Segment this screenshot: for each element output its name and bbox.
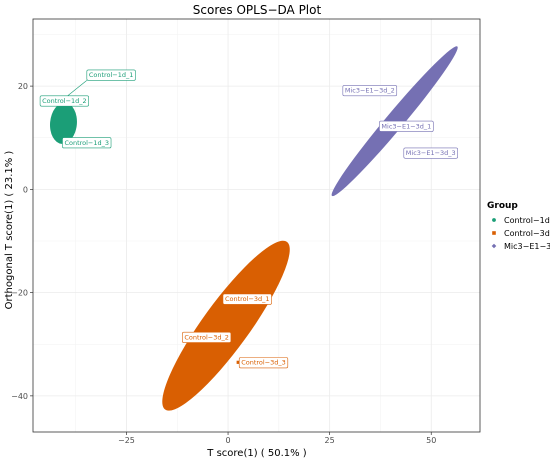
y-axis-title: Orthogonal T score(1) ( 23.1% ) bbox=[4, 151, 15, 310]
legend-label: Control−1d bbox=[504, 216, 550, 225]
data-point bbox=[228, 303, 232, 308]
point-label-box bbox=[222, 293, 272, 305]
legend-label: Control−3d bbox=[504, 229, 550, 238]
point-label: Mic3−E1−3d_1 bbox=[381, 122, 431, 130]
legend: Group Control−1d Control−3d Mic3−E1−3d bbox=[487, 201, 550, 251]
x-tick-label: −25 bbox=[118, 436, 135, 445]
y-tick-label: 20 bbox=[18, 82, 28, 91]
legend-key bbox=[491, 243, 497, 249]
x-tick-label: 25 bbox=[325, 436, 335, 445]
confidence-ellipse bbox=[49, 102, 77, 144]
data-point bbox=[236, 360, 240, 364]
point-label-box bbox=[238, 357, 289, 369]
plot-area: −25 0 25 50 −40 −20 0 20 Control−1d_1 Control−1d_… bbox=[11, 18, 481, 445]
legend-key bbox=[492, 231, 496, 235]
point-label-box bbox=[86, 69, 136, 81]
chart-title: Scores OPLS−DA Plot bbox=[193, 3, 322, 17]
legend-title: Group bbox=[487, 201, 518, 211]
y-tick-label: −20 bbox=[11, 289, 28, 298]
point-label: Control−3d_2 bbox=[184, 333, 229, 341]
point-label: Control−3d_3 bbox=[241, 359, 286, 367]
point-label-box bbox=[62, 137, 112, 149]
y-tick-label: −40 bbox=[11, 392, 28, 401]
point-label: Control−1d_3 bbox=[64, 139, 109, 147]
point-label: Control−1d_2 bbox=[42, 97, 87, 105]
x-axis-title: T score(1) ( 50.1% ) bbox=[206, 448, 307, 459]
panel-border bbox=[32, 18, 481, 433]
legend-key bbox=[492, 218, 496, 222]
point-label: Mic3−E1−3d_3 bbox=[406, 149, 456, 157]
point-label-box bbox=[379, 120, 434, 132]
point-label: Mic3−E1−3d_2 bbox=[345, 87, 395, 95]
legend-label: Mic3−E1−3d bbox=[504, 242, 550, 251]
point-label-box bbox=[342, 85, 398, 97]
confidence-ellipse bbox=[162, 240, 290, 411]
y-tick-label: 0 bbox=[23, 185, 28, 194]
x-tick-label: 0 bbox=[226, 436, 231, 445]
point-label: Control−1d_1 bbox=[89, 71, 134, 79]
point-label: Control−3d_1 bbox=[225, 295, 270, 303]
point-label-box bbox=[39, 95, 89, 107]
point-label-box bbox=[403, 147, 458, 159]
point-label-box bbox=[182, 331, 232, 343]
x-tick-label: 50 bbox=[426, 436, 436, 445]
panel-background bbox=[33, 19, 480, 432]
